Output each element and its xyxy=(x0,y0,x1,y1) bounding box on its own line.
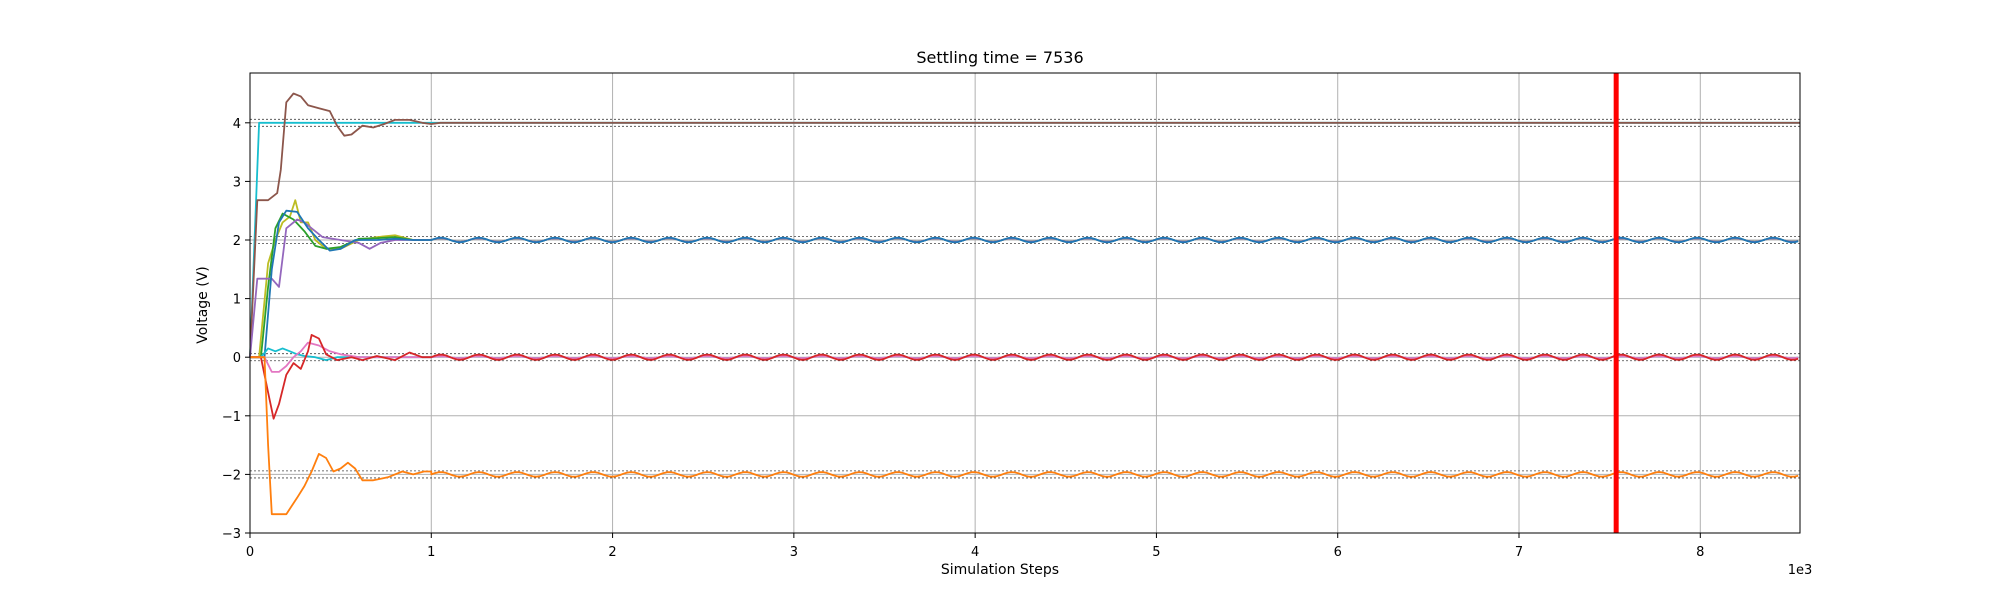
series-line xyxy=(250,199,1799,359)
x-tick-label: 4 xyxy=(971,545,979,560)
x-axis-scale-label: 1e3 xyxy=(1788,563,1813,578)
x-tick-label: 5 xyxy=(1152,545,1160,560)
x-tick-label: 8 xyxy=(1696,545,1704,560)
x-tick-label: 7 xyxy=(1515,545,1523,560)
series-line xyxy=(250,356,1799,516)
y-tick-label: 4 xyxy=(233,117,241,132)
y-tick-label: −2 xyxy=(222,468,241,483)
series-line xyxy=(250,212,1799,359)
x-tick-label: 3 xyxy=(790,545,798,560)
y-tick-label: −1 xyxy=(222,410,241,425)
y-tick-label: 2 xyxy=(233,234,241,249)
x-tick-label: 1 xyxy=(427,545,435,560)
x-axis-label: Simulation Steps xyxy=(941,562,1059,578)
y-tick-label: 3 xyxy=(233,175,241,190)
grid xyxy=(249,73,1800,534)
y-tick-label: 1 xyxy=(233,293,241,308)
y-tick-label: −3 xyxy=(222,527,241,542)
series-line xyxy=(250,341,1799,373)
chart-title: Settling time = 7536 xyxy=(916,48,1083,67)
series-line xyxy=(249,92,1800,358)
x-tick-label: 6 xyxy=(1334,545,1342,560)
series-lines xyxy=(249,92,1800,516)
series-line xyxy=(250,334,1799,420)
axis-ticks: 0 1 2 3 4 5 6 7 8 −3 −2 −1 0 1 2 3 4 xyxy=(222,117,1705,560)
y-tick-label: 0 xyxy=(233,351,241,366)
x-tick-label: 2 xyxy=(608,545,616,560)
series-line xyxy=(250,209,1799,359)
x-tick-label: 0 xyxy=(246,545,254,560)
y-axis-label: Voltage (V) xyxy=(195,266,211,343)
plot-frame xyxy=(249,72,1801,534)
